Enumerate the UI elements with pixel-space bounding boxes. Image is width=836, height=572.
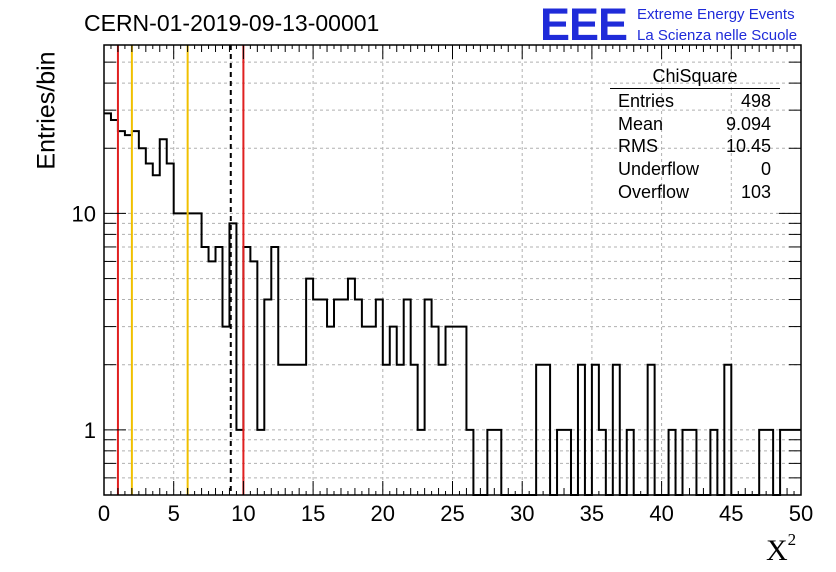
histogram-bin <box>313 300 320 495</box>
histogram-bin <box>118 131 125 495</box>
histogram-bin <box>111 120 118 495</box>
histogram-bin <box>341 300 348 495</box>
histogram-bin <box>355 300 362 495</box>
histogram-bin <box>404 300 411 495</box>
x-axis-label-superscript: 2 <box>787 530 797 549</box>
histogram-bin <box>271 247 278 495</box>
stats-value: 10.45 <box>725 136 771 157</box>
x-tick-label: 25 <box>440 501 464 526</box>
histogram-bin <box>327 327 334 495</box>
histogram-bin <box>222 327 229 495</box>
histogram-bin <box>209 261 216 495</box>
x-tick-label: 40 <box>649 501 673 526</box>
logo-caption-line2: La Scienza nelle Scuole <box>637 27 798 44</box>
histogram-bin <box>453 327 460 495</box>
histogram-bin <box>195 213 202 495</box>
stats-label: Mean <box>618 113 664 134</box>
histogram-bin <box>188 213 195 495</box>
stats-title: ChiSquare <box>610 66 780 89</box>
histogram-bin <box>425 300 432 495</box>
stats-row-underflow: Underflow 0 <box>610 158 780 181</box>
histogram-bin <box>348 279 355 495</box>
y-tick-label: 1 <box>84 418 96 443</box>
x-tick-label: 10 <box>231 501 255 526</box>
histogram-bin <box>139 148 146 495</box>
chart-title: CERN-01-2019-09-13-00001 <box>84 10 380 36</box>
histogram-bin <box>334 300 341 495</box>
stats-row-rms: RMS 10.45 <box>610 135 780 158</box>
histogram-bin <box>202 247 209 495</box>
histogram-bin <box>459 327 466 495</box>
histogram-bin <box>181 213 188 495</box>
x-tick-label: 45 <box>719 501 743 526</box>
y-axis-label: Entries/bin <box>32 51 61 170</box>
histogram-bin <box>369 327 376 495</box>
histogram-bin <box>250 261 257 495</box>
logo-caption: Extreme Energy Events La Scienza nelle S… <box>637 4 797 46</box>
histogram-bin <box>132 131 139 495</box>
histogram-bin <box>104 113 111 495</box>
stats-label: Entries <box>618 91 675 111</box>
x-tick-label: 50 <box>789 501 813 526</box>
eee-logo: EEE <box>540 0 628 50</box>
stats-row-entries: Entries 498 <box>610 90 780 113</box>
stats-label: Overflow <box>618 181 690 202</box>
logo-caption-line1: Extreme Energy Events <box>637 6 795 23</box>
histogram-bin <box>160 139 167 495</box>
histogram-outline <box>104 112 801 496</box>
stats-box: ChiSquare Entries 498 Mean 9.094 RMS 10.45 … <box>610 66 780 203</box>
x-tick-label: 15 <box>301 501 325 526</box>
stats-row-overflow: Overflow 103 <box>610 181 780 204</box>
x-tick-label: 20 <box>371 501 395 526</box>
stats-value: 9.094 <box>725 113 771 134</box>
histogram-bin <box>362 327 369 495</box>
x-tick-label: 35 <box>580 501 604 526</box>
stats-value: 498 <box>740 91 771 111</box>
stats-value: 103 <box>740 181 771 202</box>
histogram-bin <box>446 327 453 495</box>
stats-value: 0 <box>760 159 771 180</box>
x-tick-label: 5 <box>168 501 180 526</box>
histogram-bin <box>306 279 313 495</box>
histogram-bin <box>432 327 439 495</box>
histogram-bin <box>216 247 223 495</box>
histogram-bin <box>264 300 271 495</box>
x-axis-label-base: X <box>766 534 788 567</box>
histogram-bin <box>174 213 181 495</box>
y-tick-label: 10 <box>72 201 96 226</box>
histogram-bin <box>243 247 250 495</box>
histogram-bin <box>390 327 397 495</box>
x-tick-label: 30 <box>510 501 534 526</box>
stats-label: Underflow <box>618 159 700 180</box>
histogram-bin <box>376 300 383 495</box>
stats-row-mean: Mean 9.094 <box>610 113 780 136</box>
histogram-bin <box>125 135 132 495</box>
x-tick-label: 0 <box>98 501 110 526</box>
histogram-bin <box>320 300 327 495</box>
x-axis-label: X2 <box>766 530 796 568</box>
stats-label: RMS <box>618 136 658 157</box>
